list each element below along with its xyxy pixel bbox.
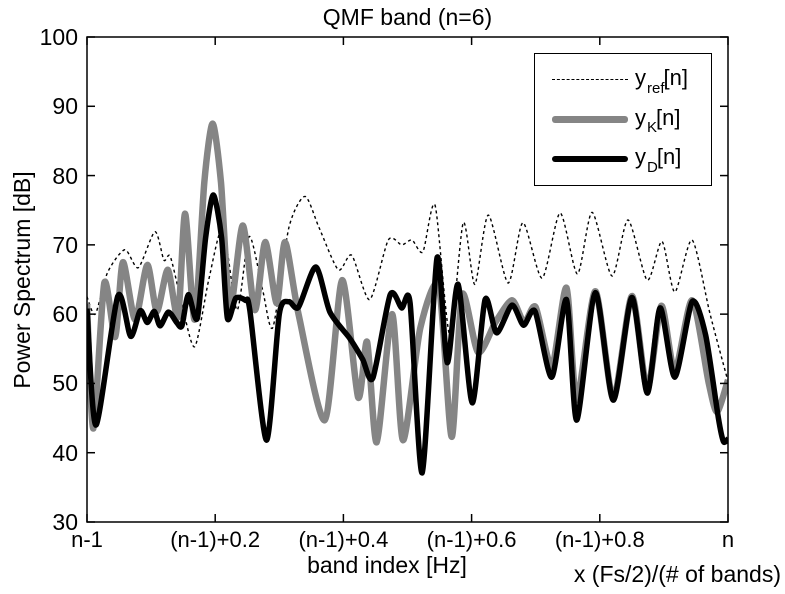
y-tick-label-100: 100	[39, 24, 78, 50]
x-tick-label: (n-1)+0.4	[298, 527, 389, 552]
x-axis-unit-note: x (Fs/2)/(# of bands)	[573, 561, 781, 587]
legend-item-ref: yref[n]	[535, 62, 711, 98]
plot-frame	[86, 36, 729, 523]
series-d	[87, 192, 728, 476]
x-tick-label: (n-1)+0.8	[554, 527, 645, 552]
y-tick-label-40: 40	[52, 439, 78, 466]
chart-title: QMF band (n=6)	[322, 4, 493, 30]
x-axis-label: band index [Hz]	[307, 552, 467, 578]
y-tick-label-80: 80	[52, 162, 78, 189]
y-tick-label-60: 60	[52, 301, 78, 328]
legend-label-ref: yref[n]	[635, 65, 688, 97]
legend-swatch-ref	[552, 79, 628, 81]
y-tick-label-30: 30	[52, 509, 78, 535]
x-tick-label: n-1	[71, 527, 103, 552]
legend-label-k: yK[n]	[635, 104, 681, 137]
y-tick-label-70: 70	[52, 231, 78, 258]
legend-item-d: yD[n]	[535, 141, 711, 177]
y-tick-label-50: 50	[52, 370, 78, 397]
legend-swatch-k	[552, 115, 628, 123]
legend-swatch-d	[552, 156, 628, 163]
x-tick-label: (n-1)+0.2	[170, 527, 261, 552]
legend-item-k: yK[n]	[535, 101, 711, 137]
y-tick-label-90: 90	[52, 93, 78, 120]
x-tick-label: (n-1)+0.6	[426, 527, 517, 552]
legend-label-d: yD[n]	[635, 144, 682, 176]
legend: yref[n] yK[n] yD[n]	[534, 53, 712, 186]
x-tick-label: n	[721, 527, 735, 552]
